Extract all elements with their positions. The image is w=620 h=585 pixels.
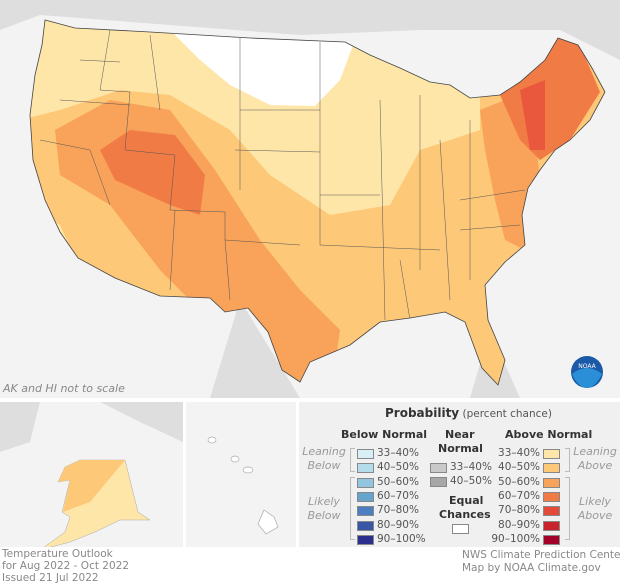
legend: Probability (percent chance) Below Norma… — [299, 402, 620, 547]
above-swatch — [543, 520, 560, 531]
below-swatch — [357, 477, 374, 488]
near-swatch — [430, 477, 447, 488]
noaa-logo: NOAA — [571, 356, 603, 388]
above-label: 40–50% — [498, 461, 540, 474]
credit-climate-gov: Map by NOAA Climate.gov — [462, 562, 601, 574]
svg-text:NOAA: NOAA — [578, 363, 596, 370]
conus-map: NOAA — [0, 0, 620, 398]
above-swatch — [543, 463, 560, 474]
conus-outlook-map: NOAA — [0, 0, 620, 398]
below-label: 40–50% — [377, 461, 419, 474]
below-swatch — [357, 506, 374, 517]
above-normal-header: Above Normal — [505, 428, 593, 441]
above-label: 60–70% — [498, 489, 540, 502]
near-label: 40–50% — [450, 475, 492, 488]
below-swatch — [357, 463, 374, 474]
near-label: 33–40% — [450, 461, 492, 473]
above-swatch — [543, 534, 560, 545]
legend-subtitle: (percent chance) — [462, 408, 552, 420]
equal-chances-label-2: Chances — [439, 508, 491, 521]
equal-chances-swatch — [452, 524, 469, 534]
below-label: 80–90% — [377, 518, 419, 531]
near-normal-header-2: Normal — [438, 442, 483, 455]
above-label: 33–40% — [498, 447, 540, 459]
below-label: 50–60% — [377, 475, 419, 488]
map-issued: Issued 21 Jul 2022 — [2, 572, 99, 584]
scale-note: AK and HI not to scale — [3, 382, 125, 395]
below-normal-header: Below Normal — [341, 428, 428, 441]
below-label: 33–40% — [377, 447, 419, 459]
hawaii-inset — [186, 402, 296, 547]
leaning-below-label: Leaning Below — [302, 445, 346, 472]
above-swatch — [543, 449, 560, 459]
map-title: Temperature Outlook — [2, 548, 113, 560]
near-normal-header-1: Near — [445, 428, 475, 441]
below-label: 90–100% — [377, 532, 426, 545]
below-swatch — [357, 534, 374, 545]
below-label: 60–70% — [377, 489, 419, 502]
above-label: 90–100% — [491, 532, 540, 545]
below-swatch — [357, 520, 374, 531]
equal-chances-label-1: Equal — [449, 494, 484, 507]
near-swatch — [430, 463, 447, 473]
above-swatch — [543, 491, 560, 502]
above-label: 80–90% — [498, 518, 540, 531]
above-swatch — [543, 477, 560, 488]
above-swatch — [543, 506, 560, 517]
below-swatch — [357, 491, 374, 502]
map-period: for Aug 2022 - Oct 2022 — [2, 560, 130, 572]
below-swatch — [357, 449, 374, 459]
credit-cpc: NWS Climate Prediction Center — [462, 549, 620, 561]
alaska-inset — [0, 402, 183, 547]
above-label: 70–80% — [498, 504, 540, 517]
legend-title: Probability — [385, 406, 460, 420]
leaning-above-label: Leaning Above — [573, 445, 617, 472]
below-label: 70–80% — [377, 504, 419, 517]
above-label: 50–60% — [498, 475, 540, 488]
likely-above-label: Likely Above — [577, 495, 613, 522]
likely-below-label: Likely Below — [307, 495, 341, 522]
